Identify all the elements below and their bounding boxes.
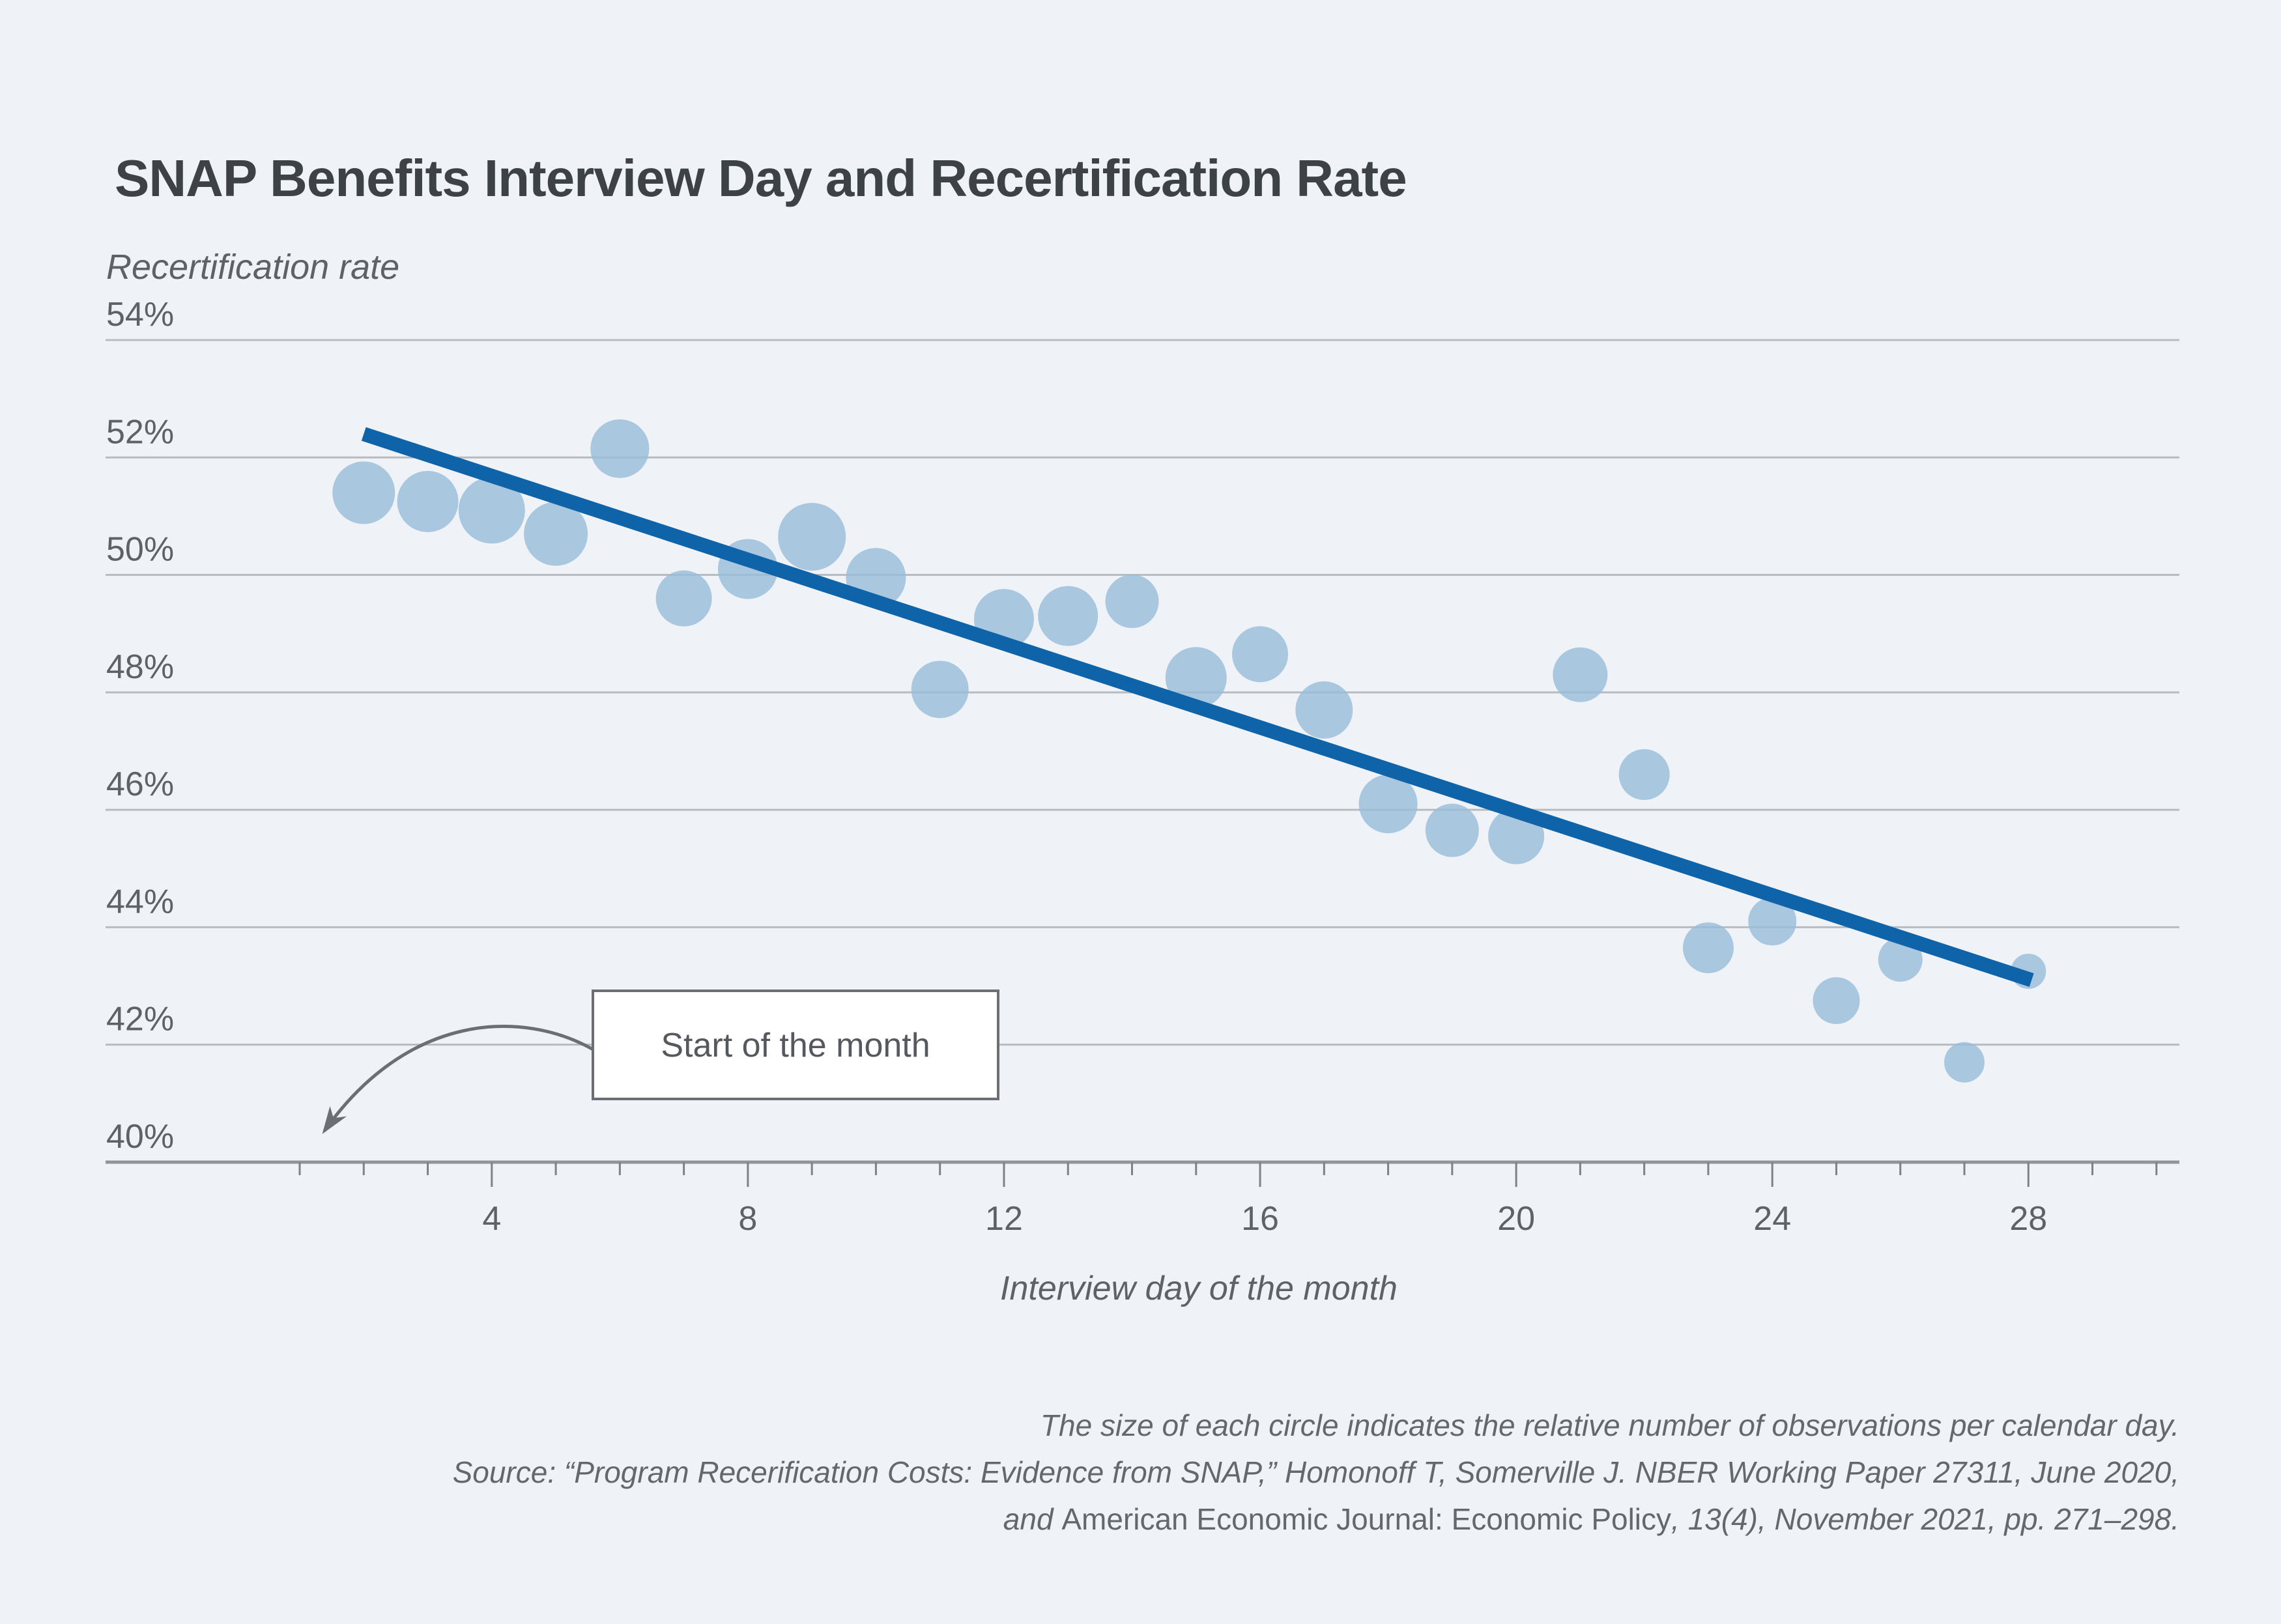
data-point <box>1165 647 1227 709</box>
x-axis-title: Interview day of the month <box>1000 1270 1398 1307</box>
data-point <box>1038 586 1098 646</box>
trend-line <box>361 427 2034 987</box>
y-tick-label: 48% <box>106 648 174 686</box>
figure-footer: The size of each circle indicates the re… <box>225 1402 2179 1543</box>
data-point <box>1682 922 1734 973</box>
data-point <box>458 477 525 544</box>
data-point <box>1618 749 1670 801</box>
y-tick-label: 46% <box>106 765 174 803</box>
gridlines <box>106 339 2179 1164</box>
y-tick-label: 52% <box>106 413 174 451</box>
data-point <box>332 461 395 524</box>
x-tick-label: 4 <box>482 1200 501 1238</box>
source-journal-name: American Economic Journal: Economic Poli… <box>1061 1502 1672 1536</box>
data-point <box>397 470 459 532</box>
chart-title: SNAP Benefits Interview Day and Recertif… <box>115 149 1407 207</box>
data-point <box>524 502 588 566</box>
footnote: The size of each circle indicates the re… <box>1040 1408 2179 1442</box>
y-axis-title: Recertification rate <box>106 248 399 287</box>
data-point <box>1944 1042 1985 1083</box>
x-tick-label: 16 <box>1241 1200 1279 1238</box>
data-point <box>1878 937 1923 982</box>
data-point <box>1358 775 1418 834</box>
y-tick-label: 40% <box>106 1118 174 1156</box>
x-tick-labels: 4 8 12 16 20 24 28 <box>482 1200 2047 1238</box>
data-point <box>1232 626 1289 683</box>
y-tick-labels: 54% 52% 50% 48% 46% 44% 42% 40% <box>106 296 174 1156</box>
x-tick-label: 20 <box>1497 1200 1535 1238</box>
y-tick-label: 42% <box>106 1001 174 1038</box>
data-point <box>1295 681 1353 739</box>
x-axis-ticks <box>298 1161 2158 1187</box>
y-tick-label: 50% <box>106 531 174 569</box>
data-point <box>1748 897 1797 946</box>
source-line-1: Source: “Program Recerification Costs: E… <box>452 1455 2179 1489</box>
annotation-arrow <box>322 1025 595 1134</box>
data-point <box>1105 575 1159 629</box>
annotation: Start of the month <box>322 990 999 1134</box>
data-points <box>332 419 2046 1083</box>
x-tick-label: 12 <box>985 1200 1023 1238</box>
x-tick-label: 8 <box>738 1200 757 1238</box>
data-point <box>655 570 712 627</box>
x-tick-label: 28 <box>2009 1200 2047 1238</box>
data-point <box>1425 803 1479 857</box>
annotation-box <box>592 990 999 1100</box>
x-tick-label: 24 <box>1753 1200 1791 1238</box>
data-point <box>1553 647 1608 702</box>
source-line-2-pre: and <box>1003 1502 1062 1536</box>
source-line-2: and American Economic Journal: Economic … <box>225 1496 2179 1543</box>
annotation-label: Start of the month <box>661 1027 930 1064</box>
source-line-2-post: , 13(4), November 2021, pp. 271–298. <box>1671 1502 2179 1536</box>
data-point <box>1813 977 1860 1025</box>
y-tick-label: 54% <box>106 296 174 334</box>
data-point <box>911 661 969 719</box>
y-tick-label: 44% <box>106 883 174 920</box>
data-point <box>590 419 650 478</box>
data-point <box>778 502 846 571</box>
